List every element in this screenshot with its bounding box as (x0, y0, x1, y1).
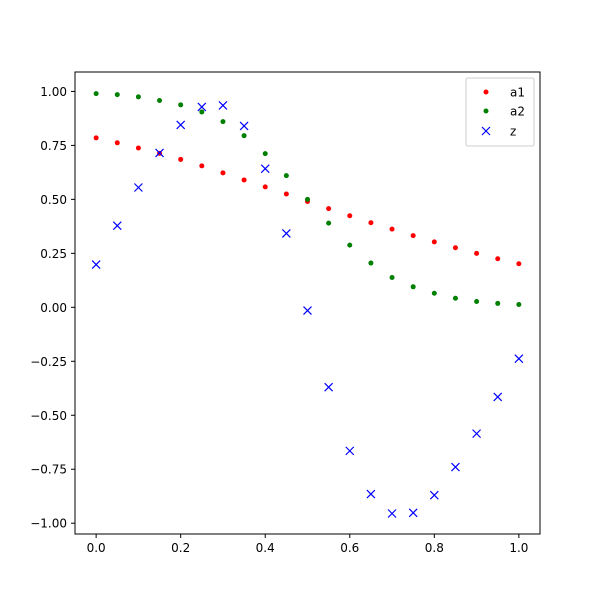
point-a1 (326, 206, 332, 212)
point-z (260, 164, 270, 174)
point-z (429, 490, 439, 500)
point-a1 (262, 184, 268, 190)
y-tick-label: 0.00 (40, 301, 67, 315)
point-z (345, 446, 355, 456)
point-z (197, 102, 207, 112)
point-a1 (241, 177, 247, 183)
point-a2 (178, 102, 184, 108)
point-z (91, 260, 101, 269)
point-a1 (431, 239, 437, 245)
point-a2 (516, 302, 522, 308)
legend-box (465, 77, 535, 147)
point-a2 (93, 91, 99, 97)
point-a2 (326, 220, 332, 226)
legend-marker-z (481, 126, 491, 136)
x-tick-label: 0.6 (340, 541, 359, 555)
point-z (387, 509, 397, 518)
point-a1 (283, 191, 289, 197)
legend-marker-a2 (483, 108, 489, 114)
point-z (133, 183, 143, 192)
point-a1 (410, 233, 416, 239)
axes-frame (74, 71, 541, 535)
point-a1 (368, 220, 374, 226)
point-z (281, 229, 291, 238)
y-tick-label: −0.50 (30, 409, 67, 423)
point-a2 (114, 92, 120, 98)
y-tick-label: 1.00 (40, 85, 67, 99)
point-a1 (495, 256, 501, 262)
series-z (91, 101, 524, 518)
point-z (451, 462, 460, 472)
series-a2 (93, 91, 522, 308)
point-a2 (135, 94, 141, 100)
point-a1 (114, 140, 120, 146)
point-z (155, 148, 164, 158)
y-tick-label: 0.75 (40, 139, 67, 153)
point-a2 (241, 133, 247, 139)
point-a1 (199, 163, 205, 169)
point-a2 (452, 295, 458, 301)
point-a2 (431, 290, 437, 296)
point-z (112, 221, 122, 231)
point-z (324, 382, 334, 392)
point-a2 (305, 196, 310, 202)
legend-label-a2: a2 (510, 105, 525, 119)
point-z (472, 429, 482, 439)
x-tick-label: 0.4 (256, 541, 275, 555)
point-a2 (368, 260, 374, 266)
y-tick-label: −1.00 (30, 517, 67, 531)
x-tick-label: 0.2 (171, 541, 190, 555)
point-a1 (178, 156, 184, 162)
point-a2 (262, 151, 268, 157)
point-a2 (220, 119, 226, 125)
point-a2 (474, 298, 480, 304)
point-a2 (495, 300, 501, 306)
point-a2 (157, 97, 163, 103)
point-a1 (220, 170, 226, 176)
point-a2 (389, 275, 395, 281)
point-z (176, 120, 186, 130)
y-tick-label: 0.50 (40, 193, 67, 207)
point-a1 (452, 245, 458, 251)
point-z (514, 354, 524, 364)
point-a2 (199, 109, 205, 115)
point-a1 (474, 250, 480, 256)
point-a2 (410, 284, 416, 290)
point-a1 (135, 145, 141, 151)
point-z (366, 489, 376, 499)
point-a2 (283, 173, 289, 179)
y-tick-label: −0.75 (30, 463, 67, 477)
legend: a1 a2 z (465, 77, 535, 147)
x-tick-label: 1.0 (509, 541, 528, 555)
legend-label-z: z (510, 125, 516, 139)
point-a1 (347, 213, 353, 219)
y-tick-label: 0.25 (40, 247, 67, 261)
point-a2 (347, 242, 353, 248)
point-a1 (389, 226, 395, 232)
y-tick-label: −0.25 (30, 355, 67, 369)
point-a1 (93, 135, 99, 141)
x-tick-label: 0.8 (425, 541, 444, 555)
point-z (218, 101, 228, 110)
plot-marks (91, 91, 524, 518)
point-z (408, 508, 418, 518)
legend-label-a1: a1 (510, 86, 525, 100)
point-z (239, 121, 249, 131)
axis-ticks: 0.0 0.2 0.4 0.6 0.8 1.0 1.00 0.75 0.50 0.25 0.00 −0… (30, 85, 528, 555)
point-z (493, 392, 503, 402)
x-tick-label: 0.0 (87, 541, 106, 555)
legend-marker-a1 (483, 89, 489, 95)
point-a1 (516, 261, 522, 267)
point-z (303, 306, 312, 315)
